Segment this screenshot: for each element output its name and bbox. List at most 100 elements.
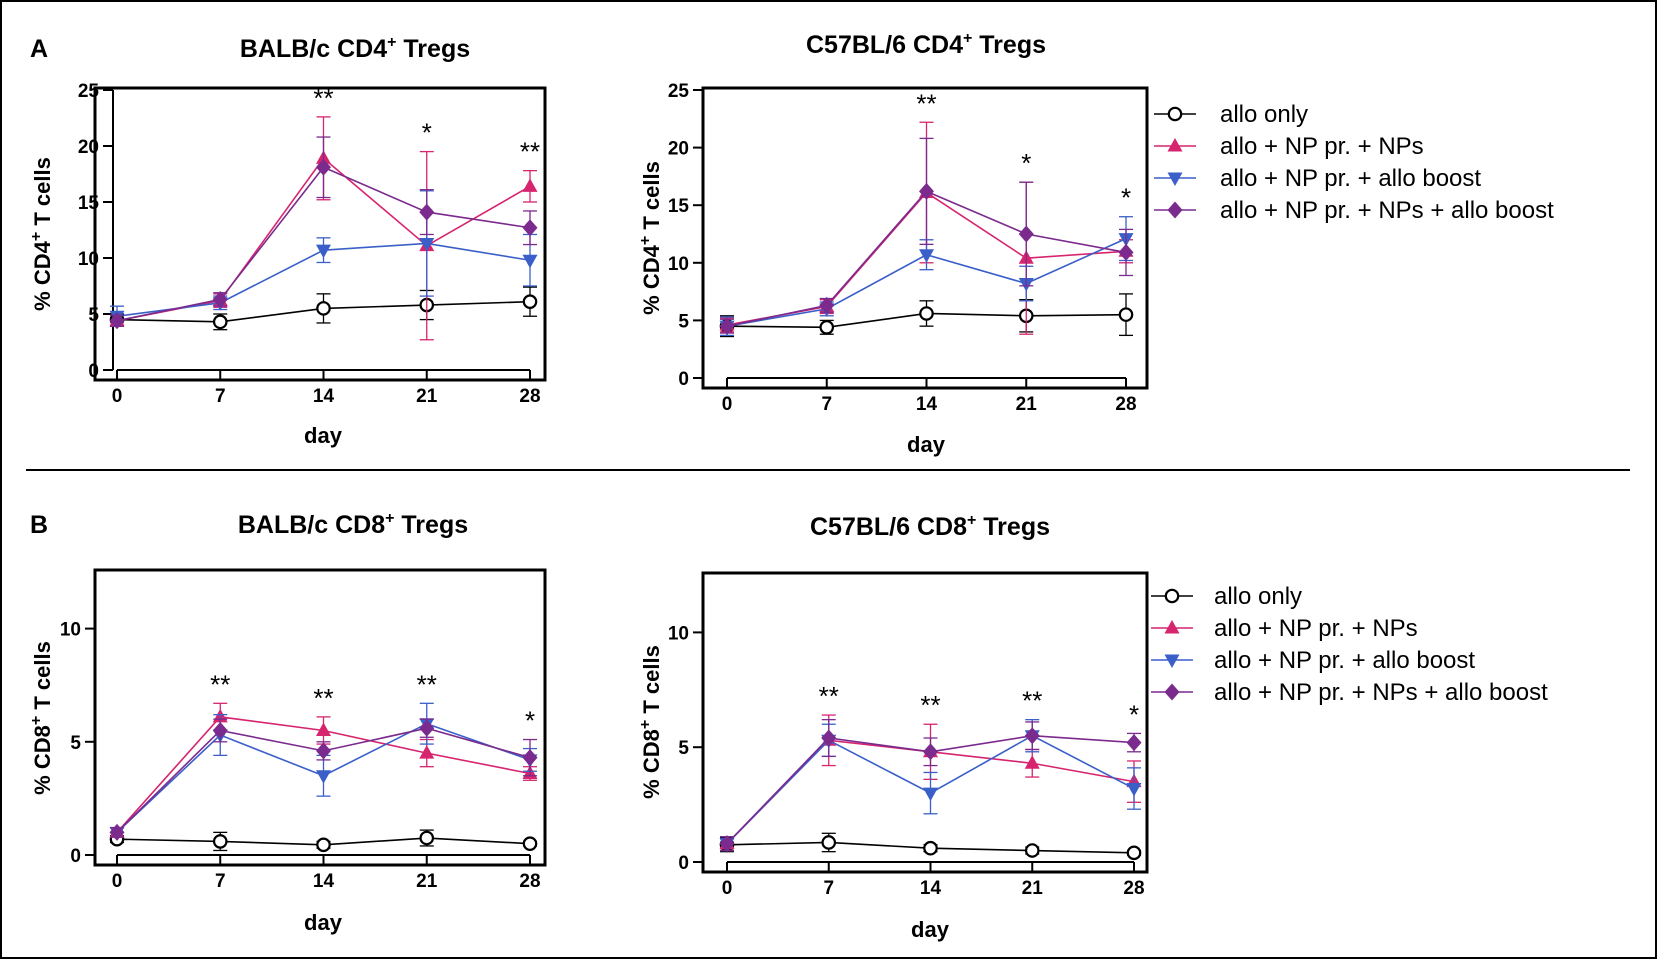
legend-marker — [1167, 106, 1183, 122]
data-point — [212, 314, 228, 330]
x-tick-label: 14 — [313, 871, 335, 892]
panel-letter: B — [30, 511, 48, 539]
chart-title: C57BL/6 CD8+ Tregs — [810, 512, 1050, 541]
x-axis-label: day — [911, 917, 950, 942]
data-point — [316, 770, 331, 784]
chart-title-suffix: Tregs — [394, 511, 468, 539]
legend-marker — [1164, 654, 1180, 668]
data-point — [1024, 727, 1040, 745]
y-axis-label-superscript: + — [637, 236, 654, 245]
data-point — [1118, 243, 1134, 261]
chart-title-suffix: Tregs — [396, 35, 470, 63]
data-point — [316, 742, 331, 760]
data-point — [923, 743, 938, 761]
x-tick-label: 21 — [1022, 878, 1044, 899]
significance-marker: ** — [920, 690, 940, 720]
legend-label: allo + NP pr. + allo boost — [1220, 165, 1481, 192]
y-tick-label: 25 — [668, 81, 690, 102]
y-axis-label-main: % CD4 — [639, 244, 664, 314]
y-axis-label: % CD8+ T cells — [28, 641, 55, 795]
x-tick-label: 0 — [722, 394, 733, 415]
data-point — [522, 178, 538, 192]
data-point — [212, 721, 228, 739]
legend-item: allo + NP pr. + allo boost — [1151, 647, 1475, 674]
legend-marker — [1164, 683, 1180, 701]
legend-item: allo only — [1151, 583, 1302, 610]
data-point — [919, 306, 934, 321]
y-axis-label: % CD8+ T cells — [637, 645, 664, 799]
chart-title-superscript: + — [963, 30, 972, 47]
data-point — [1024, 755, 1040, 769]
series-1 — [719, 293, 1134, 338]
y-axis-label-suffix: T cells — [639, 645, 664, 720]
data-point — [1126, 734, 1142, 752]
y-tick-label: 5 — [678, 738, 689, 759]
data-point — [522, 749, 538, 767]
x-tick-label: 0 — [112, 871, 123, 892]
data-point — [522, 294, 538, 309]
y-tick-label: 10 — [60, 620, 81, 641]
legend-label: allo + NP pr. + NPs + allo boost — [1220, 197, 1554, 224]
legend-label: allo + NP pr. + NPs + allo boost — [1214, 679, 1548, 706]
y-axis-label-main: % CD8 — [30, 725, 55, 795]
x-tick-label: 28 — [519, 871, 540, 892]
y-axis-label-superscript: + — [28, 716, 45, 725]
chart-title-superscript: + — [387, 34, 396, 51]
chart-title-main: C57BL/6 CD4 — [806, 31, 963, 59]
significance-marker: * — [1021, 148, 1031, 178]
data-point — [1126, 783, 1142, 797]
series-4 — [109, 136, 538, 330]
significance-marker: * — [1121, 183, 1131, 213]
chart-title-main: BALB/c CD4 — [240, 35, 387, 63]
data-point — [316, 158, 331, 176]
data-point — [821, 835, 837, 850]
x-tick-label: 28 — [1123, 878, 1144, 899]
data-point — [923, 840, 938, 856]
data-point — [212, 290, 228, 308]
legend-label: allo + NP pr. + NPs — [1214, 615, 1418, 642]
x-tick-label: 14 — [313, 386, 335, 407]
data-point — [821, 729, 837, 747]
chart-title-superscript: + — [385, 510, 394, 527]
data-point — [522, 836, 538, 851]
x-tick-label: 21 — [1016, 394, 1038, 415]
x-axis-label: day — [304, 423, 343, 448]
y-tick-label: 25 — [78, 81, 100, 102]
legend-label: allo only — [1214, 583, 1302, 610]
significance-marker: ** — [313, 83, 333, 113]
x-axis-label: day — [304, 910, 343, 935]
legend-label: allo + NP pr. + allo boost — [1214, 647, 1475, 674]
legend-item: allo + NP pr. + NPs + allo boost — [1154, 197, 1554, 224]
y-axis-label-suffix: T cells — [639, 161, 664, 236]
legend-item: allo + NP pr. + NPs — [1154, 133, 1424, 160]
plot-frame — [93, 86, 547, 382]
series-4 — [109, 718, 538, 841]
significance-marker: ** — [313, 683, 333, 713]
data-point — [419, 830, 435, 846]
y-axis-label: % CD4+ T cells — [637, 161, 664, 315]
legend-marker — [1164, 620, 1180, 634]
data-point — [419, 237, 435, 252]
chart-title: BALB/c CD8+ Tregs — [238, 510, 468, 539]
panel-letter: A — [30, 35, 48, 63]
significance-marker: ** — [819, 681, 839, 711]
y-axis-label: % CD4+ T cells — [28, 157, 55, 311]
y-tick-label: 20 — [668, 139, 689, 160]
y-axis-label-superscript: + — [637, 720, 654, 729]
chart-title-suffix: Tregs — [972, 31, 1046, 59]
y-axis-label-superscript: + — [28, 232, 45, 241]
legend-label: allo only — [1220, 101, 1308, 128]
y-tick-label: 5 — [678, 311, 689, 332]
data-point — [719, 835, 735, 853]
significance-marker: * — [422, 118, 432, 148]
series-4 — [719, 718, 1142, 853]
y-tick-label: 10 — [668, 254, 689, 275]
data-point — [819, 320, 835, 335]
y-tick-label: 15 — [78, 193, 100, 214]
y-tick-label: 5 — [70, 733, 81, 754]
